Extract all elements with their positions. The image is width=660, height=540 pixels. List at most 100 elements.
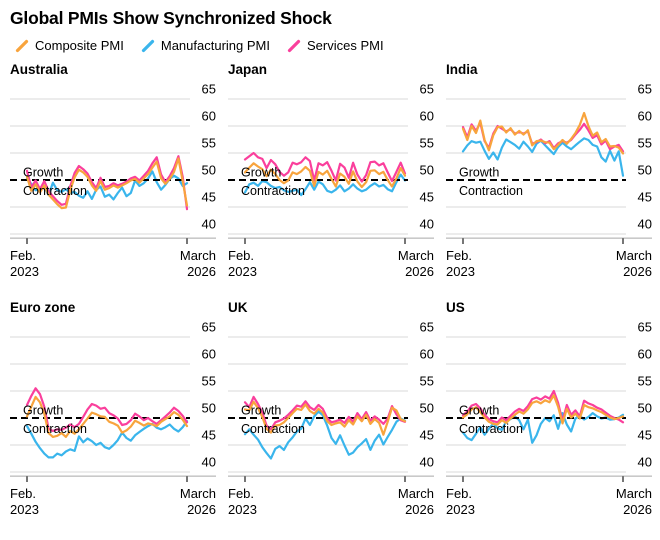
- manufacturing-series-line: [461, 411, 625, 444]
- panel-japan: Japan 65 60 55 50 45 40 Growth Contraction Feb.…: [228, 62, 434, 279]
- x-axis-label-start: Feb. 2023: [228, 248, 257, 279]
- x-axis-label-start: Feb. 2023: [10, 486, 39, 517]
- manufacturing-series-line: [461, 137, 625, 177]
- y-tick-label-55: 55: [202, 136, 216, 151]
- pmi-chart: 65 60 55 50 45 40 Growth Contraction: [10, 82, 216, 244]
- y-tick-label-40: 40: [638, 455, 652, 470]
- growth-label: Growth: [459, 404, 499, 418]
- legend-label: Composite PMI: [35, 38, 124, 53]
- legend-item-composite: Composite PMI: [15, 38, 124, 53]
- x-axis-labels: Feb. 2023 March 2026: [10, 248, 216, 279]
- y-tick-label-45: 45: [638, 190, 652, 205]
- pmi-chart: 65 60 55 50 45 40 Growth Contraction: [228, 82, 434, 244]
- y-tick-label-50: 50: [202, 163, 216, 178]
- x-axis-label-end: March 2026: [179, 486, 216, 517]
- chart-figure: Global PMIs Show Synchronized Shock Comp…: [10, 8, 652, 517]
- growth-label: Growth: [23, 166, 63, 180]
- panel-india: India 65 60 55 50 45 40 Growth Contraction Feb.…: [446, 62, 652, 279]
- services-series-line: [243, 151, 407, 183]
- panel-euro-zone: Euro zone 65 60 55 50 45 40 Growth Contraction …: [10, 300, 216, 517]
- x-axis-label-end: March 2026: [615, 248, 652, 279]
- x-axis-labels: Feb. 2023 March 2026: [228, 248, 434, 279]
- y-tick-label-55: 55: [638, 136, 652, 151]
- y-tick-label-40: 40: [202, 217, 216, 232]
- y-tick-label-45: 45: [420, 190, 434, 205]
- panel-uk: UK 65 60 55 50 45 40 Growth Contraction Feb. 202…: [228, 300, 434, 517]
- y-tick-label-60: 60: [638, 109, 652, 124]
- y-tick-label-45: 45: [202, 190, 216, 205]
- composite-series-line: [461, 111, 625, 155]
- composite-series-line: [243, 162, 407, 189]
- manufacturing-series-line: [243, 173, 407, 197]
- x-axis-labels: Feb. 2023 March 2026: [446, 248, 652, 279]
- x-axis-label-end: March 2026: [179, 248, 216, 279]
- y-tick-label-40: 40: [202, 455, 216, 470]
- growth-label: Growth: [459, 166, 499, 180]
- panel-us: US 65 60 55 50 45 40 Growth Contraction Feb. 202…: [446, 300, 652, 517]
- legend-label: Services PMI: [306, 38, 384, 53]
- y-tick-label-60: 60: [202, 347, 216, 362]
- legend: Composite PMI Manufacturing PMI Services…: [15, 38, 650, 53]
- slash-icon: [141, 39, 154, 52]
- services-series-line: [461, 389, 625, 424]
- panel-title: Euro zone: [10, 300, 76, 315]
- manufacturing-series-line: [25, 420, 189, 459]
- slash-icon: [15, 39, 29, 52]
- y-tick-label-65: 65: [202, 320, 216, 335]
- x-axis-labels: Feb. 2023 March 2026: [10, 486, 216, 517]
- page-title: Global PMIs Show Synchronized Shock: [10, 8, 332, 28]
- y-tick-label-50: 50: [638, 401, 652, 416]
- services-series-line: [25, 155, 189, 211]
- x-axis-label-end: March 2026: [615, 486, 652, 517]
- contraction-label: Contraction: [241, 422, 305, 436]
- panel-title: US: [446, 300, 465, 315]
- slash-icon: [287, 39, 301, 52]
- x-axis-label-end: March 2026: [397, 248, 434, 279]
- y-tick-label-55: 55: [420, 374, 434, 389]
- y-tick-label-55: 55: [202, 374, 216, 389]
- pmi-chart: 65 60 55 50 45 40 Growth Contraction: [446, 320, 652, 482]
- contraction-label: Contraction: [23, 184, 87, 198]
- y-tick-label-65: 65: [638, 82, 652, 97]
- y-tick-label-45: 45: [638, 428, 652, 443]
- services-series-line: [243, 395, 407, 431]
- pmi-chart: 65 60 55 50 45 40 Growth Contraction: [228, 320, 434, 482]
- legend-item-manufacturing: Manufacturing PMI: [141, 38, 270, 53]
- composite-series-line: [461, 394, 625, 426]
- x-axis-labels: Feb. 2023 March 2026: [446, 486, 652, 517]
- growth-label: Growth: [23, 404, 63, 418]
- contraction-label: Contraction: [459, 422, 523, 436]
- growth-label: Growth: [241, 404, 281, 418]
- y-tick-label-40: 40: [638, 217, 652, 232]
- panel-title: UK: [228, 300, 248, 315]
- manufacturing-series-line: [243, 410, 407, 460]
- x-axis-label-end: March 2026: [397, 486, 434, 517]
- composite-series-line: [25, 157, 189, 210]
- y-tick-label-50: 50: [420, 163, 434, 178]
- pmi-chart: 65 60 55 50 45 40 Growth Contraction: [446, 82, 652, 244]
- services-series-line: [25, 387, 189, 433]
- growth-label: Growth: [241, 166, 281, 180]
- y-tick-label-55: 55: [638, 374, 652, 389]
- y-tick-label-55: 55: [420, 136, 434, 151]
- panel-australia: Australia 65 60 55 50 45 40 Growth Contraction …: [10, 62, 216, 279]
- y-tick-label-60: 60: [420, 109, 434, 124]
- manufacturing-series-line: [25, 170, 189, 201]
- y-tick-label-45: 45: [202, 428, 216, 443]
- panels-grid: Australia 65 60 55 50 45 40 Growth Contraction …: [10, 62, 652, 517]
- x-axis-label-start: Feb. 2023: [10, 248, 39, 279]
- y-tick-label-65: 65: [420, 320, 434, 335]
- y-tick-label-40: 40: [420, 217, 434, 232]
- x-axis-label-start: Feb. 2023: [446, 248, 475, 279]
- x-axis-labels: Feb. 2023 March 2026: [228, 486, 434, 517]
- y-tick-label-50: 50: [202, 401, 216, 416]
- panel-title: Australia: [10, 62, 68, 77]
- y-tick-label-50: 50: [420, 401, 434, 416]
- y-tick-label-65: 65: [202, 82, 216, 97]
- y-tick-label-65: 65: [420, 82, 434, 97]
- panel-title: Japan: [228, 62, 268, 77]
- x-axis-label-start: Feb. 2023: [446, 486, 475, 517]
- y-tick-label-50: 50: [638, 163, 652, 178]
- pmi-chart: 65 60 55 50 45 40 Growth Contraction: [10, 320, 216, 482]
- x-axis-label-start: Feb. 2023: [228, 486, 257, 517]
